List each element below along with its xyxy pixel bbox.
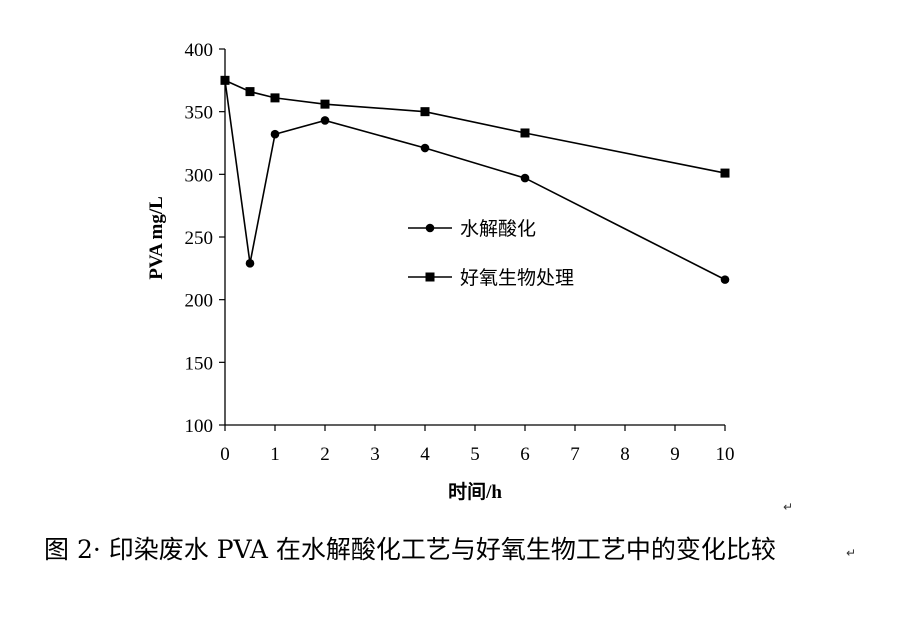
paragraph-mark-icon: ↵ <box>783 500 794 514</box>
x-tick-label: 1 <box>270 444 280 465</box>
legend-marker-circle <box>425 223 435 233</box>
series-2 <box>220 75 730 178</box>
data-point-square <box>320 99 330 109</box>
x-tick-label: 0 <box>220 444 230 465</box>
x-tick-label: 9 <box>670 444 680 465</box>
legend-label: 水解酸化 <box>460 218 536 240</box>
x-tick-label: 2 <box>320 444 330 465</box>
legend-marker-square <box>425 272 435 282</box>
series-1 <box>220 76 730 284</box>
legend-label: 好氧生物处理 <box>460 267 574 289</box>
data-point-circle <box>520 173 530 183</box>
x-tick-label: 7 <box>570 444 580 465</box>
data-point-circle <box>320 116 330 125</box>
data-point-square <box>270 93 280 103</box>
x-axis-title: 时间/h <box>448 481 502 503</box>
y-axis-ticks: 100 150 200 250 300 350 400 <box>185 40 225 437</box>
y-axis-title: PVA mg/L <box>146 196 167 280</box>
y-tick-label: 350 <box>185 103 214 124</box>
data-point-square <box>420 107 430 117</box>
x-tick-label: 3 <box>370 444 380 465</box>
x-tick-label: 10 <box>716 444 735 465</box>
y-tick-label: 100 <box>185 416 214 437</box>
y-tick-label: 300 <box>185 165 214 186</box>
data-point-circle <box>270 129 280 139</box>
data-point-circle <box>245 259 255 268</box>
y-tick-label: 250 <box>185 228 214 249</box>
data-point-square <box>720 168 730 178</box>
data-point-circle <box>720 275 730 284</box>
chart-series <box>220 75 730 284</box>
data-point-square <box>220 75 230 85</box>
data-point-square <box>520 128 530 138</box>
line-chart: 0 1 2 3 4 5 6 7 8 9 10 100 150 200 250 300 350 400 水解酸化好… <box>146 40 735 503</box>
x-tick-label: 6 <box>520 444 530 465</box>
data-point-square <box>245 87 255 97</box>
figure-caption: 图 2· 印染废水 PVA 在水解酸化工艺与好氧生物工艺中的变化比较 <box>44 535 776 564</box>
series-line <box>224 80 726 281</box>
y-tick-label: 200 <box>185 291 214 312</box>
y-tick-label: 150 <box>185 353 214 374</box>
x-tick-label: 4 <box>420 444 430 465</box>
paragraph-mark-icon: ↵ <box>846 546 857 560</box>
x-tick-label: 8 <box>620 444 630 465</box>
x-axis-ticks: 0 1 2 3 4 5 6 7 8 9 10 <box>220 425 735 465</box>
x-tick-label: 5 <box>470 444 480 465</box>
data-point-circle <box>420 143 430 153</box>
y-tick-label: 400 <box>185 40 214 61</box>
